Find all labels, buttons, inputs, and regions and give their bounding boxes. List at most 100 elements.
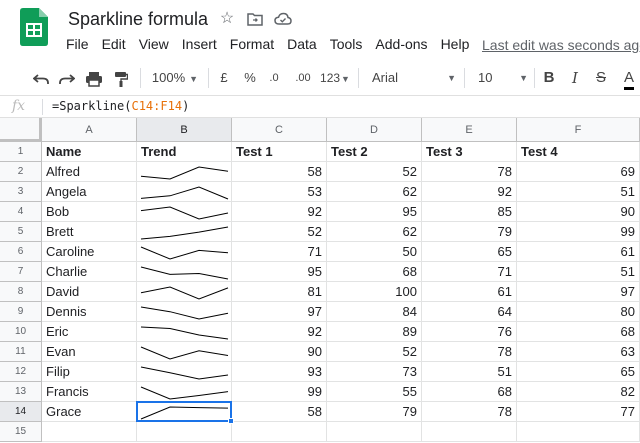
score-cell[interactable]: 61 (517, 242, 640, 262)
font-family-select[interactable]: Arial ▼ (366, 60, 460, 96)
name-cell[interactable]: Bob (42, 202, 137, 222)
text-color-button[interactable]: A (618, 60, 640, 96)
trend-cell[interactable] (137, 322, 232, 342)
trend-cell[interactable] (137, 262, 232, 282)
score-cell[interactable]: 78 (422, 342, 517, 362)
score-cell[interactable]: 53 (232, 182, 327, 202)
empty-cell[interactable] (422, 422, 517, 442)
score-cell[interactable]: 51 (517, 182, 640, 202)
score-cell[interactable]: 99 (517, 222, 640, 242)
name-cell[interactable]: Angela (42, 182, 137, 202)
header-cell[interactable]: Trend (137, 142, 232, 162)
score-cell[interactable]: 100 (327, 282, 422, 302)
score-cell[interactable]: 62 (327, 182, 422, 202)
column-header-e[interactable]: E (422, 118, 517, 142)
score-cell[interactable]: 80 (517, 302, 640, 322)
document-title[interactable]: Sparkline formula (68, 9, 209, 29)
score-cell[interactable]: 79 (327, 402, 422, 422)
row-header-7[interactable]: 7 (0, 262, 42, 282)
italic-button[interactable]: I (572, 69, 578, 87)
score-cell[interactable]: 81 (232, 282, 327, 302)
score-cell[interactable]: 85 (422, 202, 517, 222)
score-cell[interactable]: 99 (232, 382, 327, 402)
score-cell[interactable]: 90 (232, 342, 327, 362)
menu-edit[interactable]: Edit (101, 36, 126, 52)
zoom-select[interactable]: 100% ▼ (150, 60, 200, 96)
empty-cell[interactable] (327, 422, 422, 442)
score-cell[interactable]: 76 (422, 322, 517, 342)
score-cell[interactable]: 82 (517, 382, 640, 402)
row-header-3[interactable]: 3 (0, 182, 42, 202)
score-cell[interactable]: 79 (422, 222, 517, 242)
menu-insert[interactable]: Insert (181, 36, 217, 52)
row-header-11[interactable]: 11 (0, 342, 42, 362)
row-header-2[interactable]: 2 (0, 162, 42, 182)
row-header-12[interactable]: 12 (0, 362, 42, 382)
row-header-9[interactable]: 9 (0, 302, 42, 322)
trend-cell[interactable] (137, 362, 232, 382)
name-cell[interactable]: Charlie (42, 262, 137, 282)
score-cell[interactable]: 52 (327, 162, 422, 182)
trend-cell[interactable] (137, 202, 232, 222)
decrease-decimal-button[interactable]: .0 (264, 60, 284, 96)
score-cell[interactable]: 58 (232, 402, 327, 422)
header-cell[interactable]: Name (42, 142, 137, 162)
column-header-b[interactable]: B (137, 118, 232, 142)
menu-data[interactable]: Data (287, 36, 317, 52)
score-cell[interactable]: 64 (422, 302, 517, 322)
row-header-13[interactable]: 13 (0, 382, 42, 402)
menu-format[interactable]: Format (229, 36, 275, 52)
name-cell[interactable]: Brett (42, 222, 137, 242)
row-header-4[interactable]: 4 (0, 202, 42, 222)
score-cell[interactable]: 97 (232, 302, 327, 322)
name-cell[interactable]: Evan (42, 342, 137, 362)
trend-cell[interactable] (137, 282, 232, 302)
trend-cell[interactable] (137, 242, 232, 262)
score-cell[interactable]: 69 (517, 162, 640, 182)
strikethrough-button[interactable]: S (595, 69, 606, 86)
formula-input[interactable]: =Sparkline(C14:F14) (52, 99, 189, 113)
name-cell[interactable]: Alfred (42, 162, 137, 182)
score-cell[interactable]: 52 (327, 342, 422, 362)
percent-format-button[interactable]: % (244, 70, 256, 85)
star-icon[interactable]: ☆ (219, 10, 235, 27)
score-cell[interactable]: 51 (422, 362, 517, 382)
name-cell[interactable]: David (42, 282, 137, 302)
row-header-10[interactable]: 10 (0, 322, 42, 342)
score-cell[interactable]: 92 (232, 202, 327, 222)
name-cell[interactable]: Caroline (42, 242, 137, 262)
row-header-15[interactable]: 15 (0, 422, 42, 442)
score-cell[interactable]: 68 (517, 322, 640, 342)
print-button[interactable] (82, 60, 106, 96)
score-cell[interactable]: 68 (327, 262, 422, 282)
row-header-14[interactable]: 14 (0, 402, 42, 422)
score-cell[interactable]: 92 (232, 322, 327, 342)
column-header-a[interactable]: A (42, 118, 137, 142)
cloud-status-icon[interactable] (274, 10, 292, 28)
increase-decimal-button[interactable]: .00 (290, 60, 316, 96)
header-cell[interactable]: Test 2 (327, 142, 422, 162)
menu-help[interactable]: Help (440, 36, 470, 52)
score-cell[interactable]: 95 (327, 202, 422, 222)
score-cell[interactable]: 50 (327, 242, 422, 262)
name-cell[interactable]: Filip (42, 362, 137, 382)
score-cell[interactable]: 97 (517, 282, 640, 302)
name-cell[interactable]: Francis (42, 382, 137, 402)
score-cell[interactable]: 55 (327, 382, 422, 402)
score-cell[interactable]: 52 (232, 222, 327, 242)
trend-cell[interactable] (137, 182, 232, 202)
bold-button[interactable]: B (543, 69, 555, 86)
header-cell[interactable]: Test 3 (422, 142, 517, 162)
empty-cell[interactable] (137, 422, 232, 442)
score-cell[interactable]: 63 (517, 342, 640, 362)
header-cell[interactable]: Test 1 (232, 142, 327, 162)
more-formats-select[interactable]: 123▼ (318, 60, 352, 96)
score-cell[interactable]: 78 (422, 162, 517, 182)
score-cell[interactable]: 65 (517, 362, 640, 382)
score-cell[interactable]: 65 (422, 242, 517, 262)
score-cell[interactable]: 62 (327, 222, 422, 242)
menu-file[interactable]: File (66, 36, 89, 52)
menu-addons[interactable]: Add-ons (375, 36, 428, 52)
row-header-6[interactable]: 6 (0, 242, 42, 262)
score-cell[interactable]: 58 (232, 162, 327, 182)
